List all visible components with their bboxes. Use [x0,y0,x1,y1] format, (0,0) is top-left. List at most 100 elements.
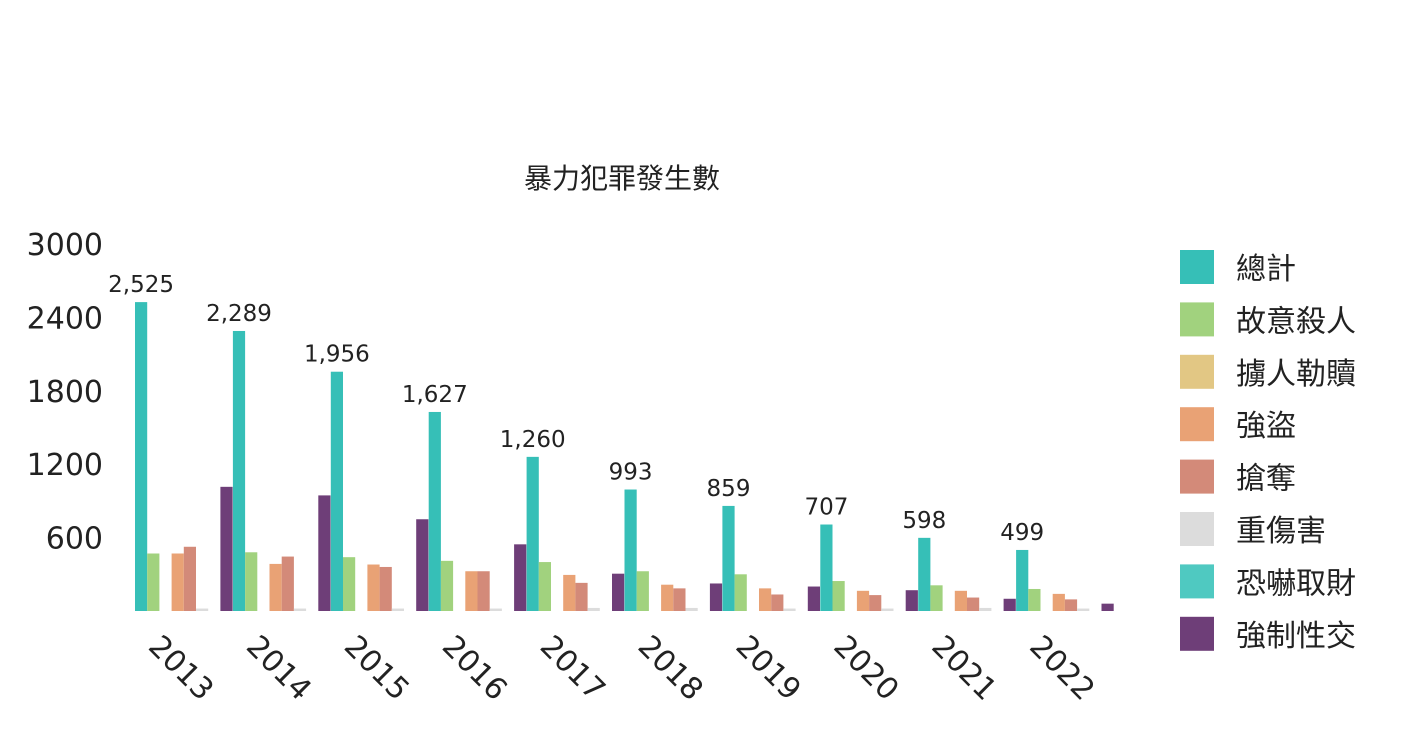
bar-2020-4 [869,595,882,611]
chart-title: 暴力犯罪發生數 [524,162,720,195]
bar-2020-7 [905,590,918,611]
bar-2021-4 [967,597,980,611]
bar-2022-3 [1052,593,1065,611]
bar-2022-7 [1101,603,1114,611]
bar-2019-1 [734,574,747,611]
bar-2016-4 [477,571,490,611]
legend-label: 強制性交 [1236,619,1356,654]
legend-label: 強盜 [1236,409,1296,444]
bar-2018-4 [673,588,686,611]
bar-2019-4 [771,594,784,611]
legend-swatch [1180,616,1214,651]
bar-2014-4 [281,556,294,611]
legend-swatch [1180,354,1214,389]
bar-2020-3 [856,590,870,611]
x-tick-label: 2018 [631,629,710,708]
legend-swatch [1180,250,1214,284]
x-tick-label: 2013 [141,629,220,708]
x-tick-label: 2014 [239,629,318,708]
x-tick-label: 2016 [435,629,514,708]
bar-2013-4 [183,546,196,611]
x-tick-label: 2021 [925,629,1004,708]
bar-2016-1 [440,560,454,611]
bar-2017-4 [575,582,588,611]
bar-2017-3 [563,574,576,611]
y-tick-label: 2400 [27,301,103,336]
bar-2019-0 [722,505,735,611]
bar-2021-3 [954,590,967,611]
legend-swatch [1180,302,1214,337]
bar-2021-1 [930,585,943,611]
bar-2015-0 [330,371,343,611]
bar-2017-0 [526,456,539,611]
bar-2015-7 [416,519,429,611]
bar-2022-4 [1064,599,1078,611]
legend-label: 擄人勒贖 [1236,357,1356,392]
bar-2016-5 [489,608,502,611]
bar-2020-0 [820,524,833,611]
bar-2022-0 [1016,549,1029,611]
legend-label: 總計 [1236,252,1296,287]
x-tick-label: 2019 [729,629,808,708]
bar-2015-5 [391,608,404,611]
x-tick-label: 2020 [827,629,906,708]
data-label: 2,289 [206,301,272,327]
bar-2014-7 [318,495,331,611]
bar-2021-0 [918,537,931,611]
bar-2014-0 [232,330,246,611]
data-label: 1,260 [500,427,566,453]
x-tick-label: 2017 [533,629,612,708]
legend-label: 搶奪 [1236,462,1296,497]
bar-2022-1 [1028,588,1041,611]
data-label: 993 [609,460,653,486]
bar-2017-1 [538,562,551,611]
data-label: 499 [1000,520,1044,546]
bar-2019-5 [783,608,796,611]
bar-2021-5 [979,607,992,611]
data-label: 598 [902,508,946,534]
bar-series-group [135,302,1114,611]
data-label: 1,956 [304,342,370,368]
legend-label: 重傷害 [1236,514,1326,549]
x-tick-label: 2015 [337,629,416,708]
bar-2016-3 [465,571,478,611]
bar-2018-7 [709,583,723,611]
legend-swatch [1180,459,1214,494]
bar-2013-1 [147,553,160,611]
bar-2014-5 [293,608,307,611]
bar-2020-5 [881,608,894,611]
data-labels-group: 2,525 2,289 1,956 1,627 1,260 993 859 707 598 499 [108,272,1044,546]
data-label: 2,525 [108,272,174,298]
bar-2018-3 [661,584,674,611]
bar-2015-4 [379,566,392,611]
y-tick-label: 1800 [27,375,103,410]
x-tick-label: 2022 [1022,629,1101,708]
bar-2016-0 [428,411,441,611]
bar-2016-7 [514,544,527,611]
x-axis-ticks: 2013 2014 2015 2016 2017 2018 2019 2020 2021 2022 [141,629,1101,708]
data-label: 859 [707,476,751,502]
y-tick-label: 1200 [27,448,103,483]
bar-2013-3 [171,553,184,611]
y-axis-ticks: 600 1200 1800 2400 3000 [27,228,103,557]
bar-2022-5 [1077,608,1090,611]
bar-2013-5 [196,608,209,611]
legend-label: 故意殺人 [1236,304,1356,339]
bar-2015-1 [343,557,356,611]
legend-swatch [1180,512,1214,546]
legend-swatch [1180,564,1214,599]
bar-2013-7 [220,486,233,611]
bar-2019-3 [759,588,772,611]
bar-2015-3 [367,564,380,611]
bar-2018-0 [624,489,637,611]
bar-2020-1 [832,581,845,611]
y-tick-label: 3000 [27,228,103,263]
legend-label: 恐嚇取財 [1236,566,1356,601]
bar-2013-0 [135,302,148,611]
bar-2019-7 [807,586,820,611]
legend-swatch [1180,407,1214,442]
y-tick-label: 600 [46,522,103,557]
bar-2018-1 [636,571,649,611]
